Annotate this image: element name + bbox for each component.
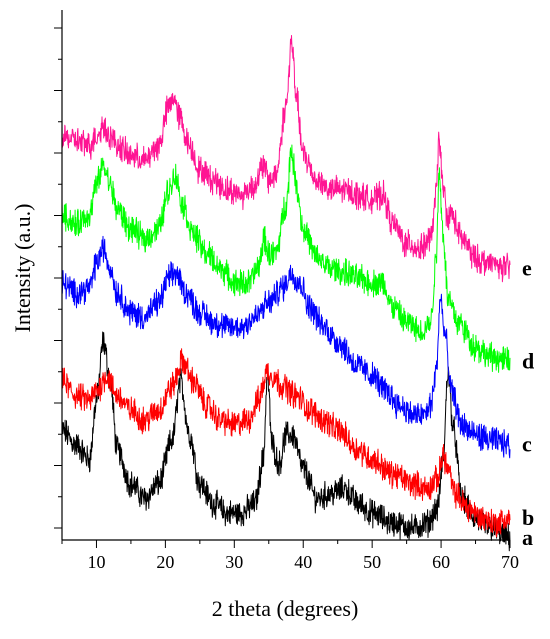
x-tick-label: 20 [156, 552, 174, 572]
series-labels: ab c d e [522, 255, 534, 550]
series-layer [61, 35, 511, 552]
x-tick-label: 70 [501, 552, 519, 572]
series-label-d: d [522, 348, 534, 373]
series-label-b: b [522, 505, 534, 530]
series-line-d [61, 144, 511, 373]
series-line-e [61, 35, 511, 283]
axes-layer: 10 20 30 40 50 60 70 [54, 10, 519, 572]
x-axis-title: 2 theta (degrees) [212, 596, 359, 621]
series-line-b [61, 348, 511, 538]
series-label-e: e [522, 255, 532, 280]
x-tick-label: 50 [363, 552, 381, 572]
x-tick-label: 40 [294, 552, 312, 572]
series-line-a [61, 331, 511, 552]
x-tick-label: 60 [432, 552, 450, 572]
series-label-c: c [522, 432, 532, 457]
x-tick-label: 10 [87, 552, 105, 572]
series-label-a: a [522, 525, 533, 550]
x-tick-label: 30 [225, 552, 243, 572]
series-line-c [61, 235, 511, 459]
y-axis-title: Intensity (a.u.) [10, 204, 35, 333]
